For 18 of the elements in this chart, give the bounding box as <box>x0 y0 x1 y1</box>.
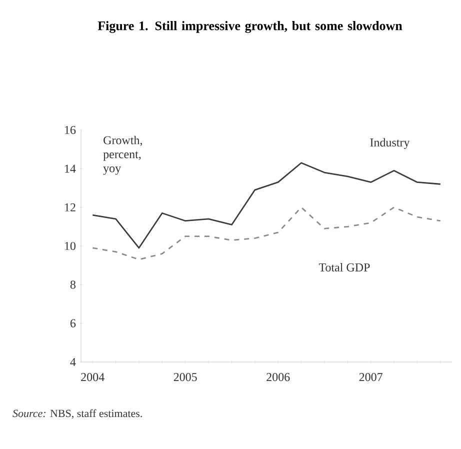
text: Total GDP <box>318 263 370 272</box>
y-tick-label: 8 <box>70 280 76 289</box>
x-tick-label: 2006 <box>266 373 290 382</box>
y-tick-label: 6 <box>70 319 76 328</box>
y-axis-title: Growth, percent, yoy <box>103 136 142 175</box>
y-tick-label: 16 <box>65 126 76 134</box>
chart-title: Figure 1. Still impressive growth, but some slowdown <box>98 21 402 33</box>
y-tick-label: 4 <box>70 358 76 366</box>
x-tick-label: 2007 <box>359 373 382 382</box>
y-tick-label: 14 <box>65 164 76 173</box>
text: Source: NBS, staff estimates. <box>12 409 142 419</box>
x-tick-label: 2004 <box>81 373 104 382</box>
line-series <box>92 162 442 249</box>
line-series <box>92 206 442 260</box>
y-tick-label: 12 <box>65 203 76 212</box>
x-tick-label: 2005 <box>174 373 197 382</box>
text: Industry <box>370 138 410 149</box>
y-tick-label: 10 <box>65 242 76 250</box>
